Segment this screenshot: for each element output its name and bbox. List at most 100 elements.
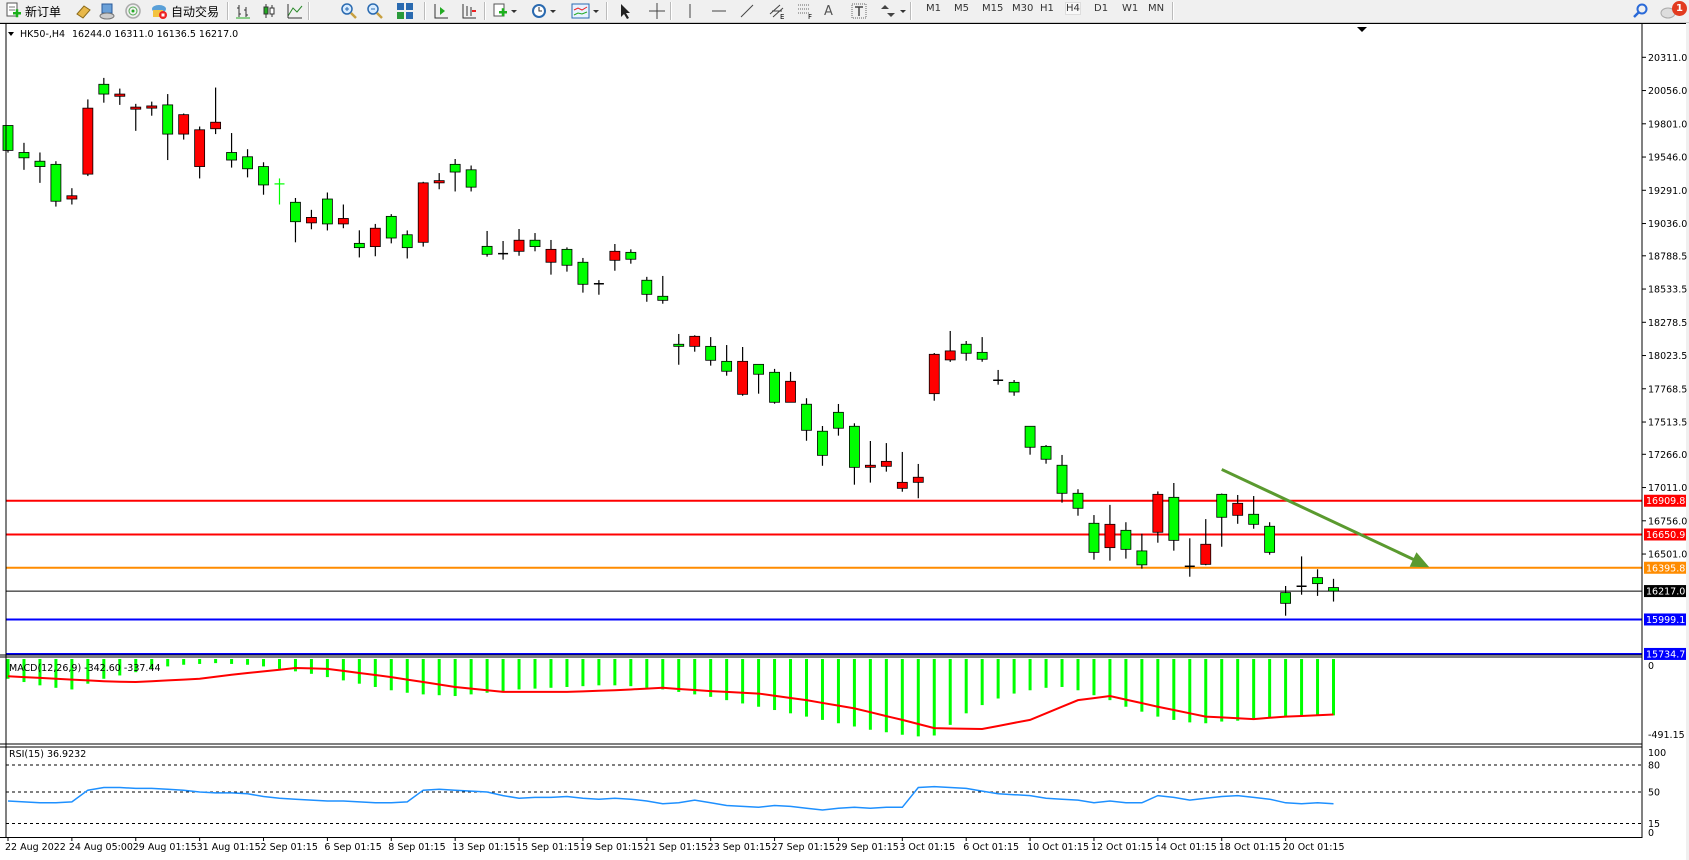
- chart-shift-marker-icon[interactable]: [1357, 27, 1367, 32]
- text-label-button[interactable]: [850, 2, 868, 20]
- vertical-line-button[interactable]: [681, 2, 699, 20]
- text-button[interactable]: A: [824, 2, 833, 20]
- candle: [769, 368, 780, 404]
- candle-body: [162, 104, 174, 135]
- periods-icon: [530, 2, 558, 20]
- candle-body: [609, 250, 621, 261]
- search-button[interactable]: [1632, 2, 1650, 20]
- candle-body: [753, 363, 764, 375]
- candle-body: [1312, 577, 1323, 585]
- candle: [960, 341, 972, 361]
- candle-body: [529, 239, 541, 248]
- line-chart-icon: [286, 2, 304, 20]
- trendline-button[interactable]: [738, 2, 756, 20]
- trendline-arrow[interactable]: [1221, 468, 1418, 563]
- candlestick-button[interactable]: [260, 2, 278, 20]
- text-icon: A: [824, 3, 833, 19]
- market-watch-button[interactable]: [74, 2, 92, 20]
- timeframe-h4[interactable]: H4: [1065, 2, 1081, 15]
- candle-body: [114, 93, 126, 97]
- candle: [689, 335, 701, 352]
- bar-chart-icon: [234, 2, 252, 20]
- level-price-label: 15734.7: [1646, 649, 1685, 660]
- candle: [130, 103, 142, 131]
- bar-chart-button[interactable]: [234, 2, 252, 20]
- price-pane: [2, 77, 1642, 655]
- signals-button[interactable]: [124, 2, 142, 20]
- candle: [833, 403, 844, 436]
- candle: [1280, 585, 1291, 616]
- candle-body: [1088, 522, 1100, 553]
- macd-signal-line: [7, 667, 1334, 730]
- candle-body: [577, 261, 589, 285]
- time-axis-label: 20 Oct 01:15: [1283, 842, 1345, 853]
- indicators-button[interactable]: [571, 2, 601, 20]
- candle: [753, 363, 764, 394]
- candle-body: [817, 430, 828, 456]
- candle-body: [833, 411, 844, 429]
- time-axis-label: 6 Oct 01:15: [963, 842, 1019, 853]
- arrows-icon: [880, 2, 908, 20]
- arrows-button[interactable]: [880, 2, 908, 20]
- candle: [1264, 522, 1276, 555]
- candle: [849, 423, 860, 485]
- auto-trading-button[interactable]: 自动交易: [150, 2, 219, 20]
- timeframe-h1[interactable]: H1: [1040, 3, 1054, 14]
- candle-body: [178, 114, 190, 135]
- chart-menu-triangle-icon[interactable]: [8, 32, 14, 36]
- candle: [337, 204, 349, 229]
- timeframe-m1[interactable]: M1: [926, 3, 941, 14]
- candle: [1168, 482, 1180, 551]
- candle: [1104, 504, 1116, 561]
- chart-window[interactable]: 20311.0 20056.0 19801.0 19546.0 19291.0 19036…: [0, 23, 1689, 860]
- candle: [178, 113, 190, 140]
- price-axis-label: 18788.5: [1648, 251, 1687, 262]
- candle-body: [337, 218, 349, 225]
- zoom-out-button[interactable]: [366, 2, 384, 20]
- periods-button[interactable]: [530, 2, 558, 20]
- auto-scroll-button[interactable]: [432, 2, 450, 20]
- timeframe-w1[interactable]: W1: [1122, 3, 1139, 14]
- candle-body: [369, 227, 381, 248]
- candle: [817, 426, 828, 466]
- new-chart-button[interactable]: [492, 2, 518, 20]
- cursor-button[interactable]: [616, 2, 634, 20]
- timeframe-m30[interactable]: M30: [1012, 3, 1034, 14]
- candle-body: [513, 239, 525, 252]
- line-chart-button[interactable]: [286, 2, 304, 20]
- equidistant-channel-button[interactable]: E: [768, 2, 786, 20]
- timeframe-m15[interactable]: M15: [982, 3, 1004, 14]
- candle: [513, 229, 525, 256]
- candle-body: [433, 180, 445, 184]
- toolbar-separator: [1172, 2, 1174, 20]
- candle-body: [1168, 496, 1180, 541]
- horizontal-line-button[interactable]: [710, 2, 728, 20]
- candle-body: [417, 182, 429, 243]
- candle-body: [944, 350, 956, 361]
- candle: [1136, 533, 1148, 569]
- zoom-in-button[interactable]: [340, 2, 358, 20]
- candle-body: [1232, 502, 1244, 516]
- time-axis-label: 18 Oct 01:15: [1219, 842, 1281, 853]
- macd-axis-label: 0: [1648, 661, 1654, 672]
- candle-body: [66, 195, 78, 200]
- chart-shift-button[interactable]: [460, 2, 478, 20]
- price-axis-label: 19546.0: [1648, 153, 1687, 164]
- timeframe-mn[interactable]: MN: [1148, 3, 1165, 14]
- candle: [721, 345, 733, 376]
- new-order-button[interactable]: 新订单: [4, 2, 61, 20]
- time-axis-label: 8 Sep 01:15: [388, 842, 445, 853]
- fibonacci-button[interactable]: F: [796, 2, 814, 20]
- tile-windows-button[interactable]: [396, 2, 414, 20]
- timeframe-d1[interactable]: D1: [1094, 3, 1109, 14]
- macd-axis-label: -491.15: [1648, 730, 1685, 741]
- timeframe-m5[interactable]: M5: [954, 3, 969, 14]
- time-axis-label: 22 Aug 2022: [5, 842, 66, 853]
- candle: [146, 101, 158, 116]
- navigator-button[interactable]: [98, 2, 116, 20]
- price-axis-label: 18278.5: [1648, 318, 1687, 329]
- candle: [641, 276, 653, 302]
- candle: [481, 230, 493, 257]
- price-axis-label: 16501.0: [1648, 550, 1687, 561]
- crosshair-button[interactable]: [648, 2, 666, 20]
